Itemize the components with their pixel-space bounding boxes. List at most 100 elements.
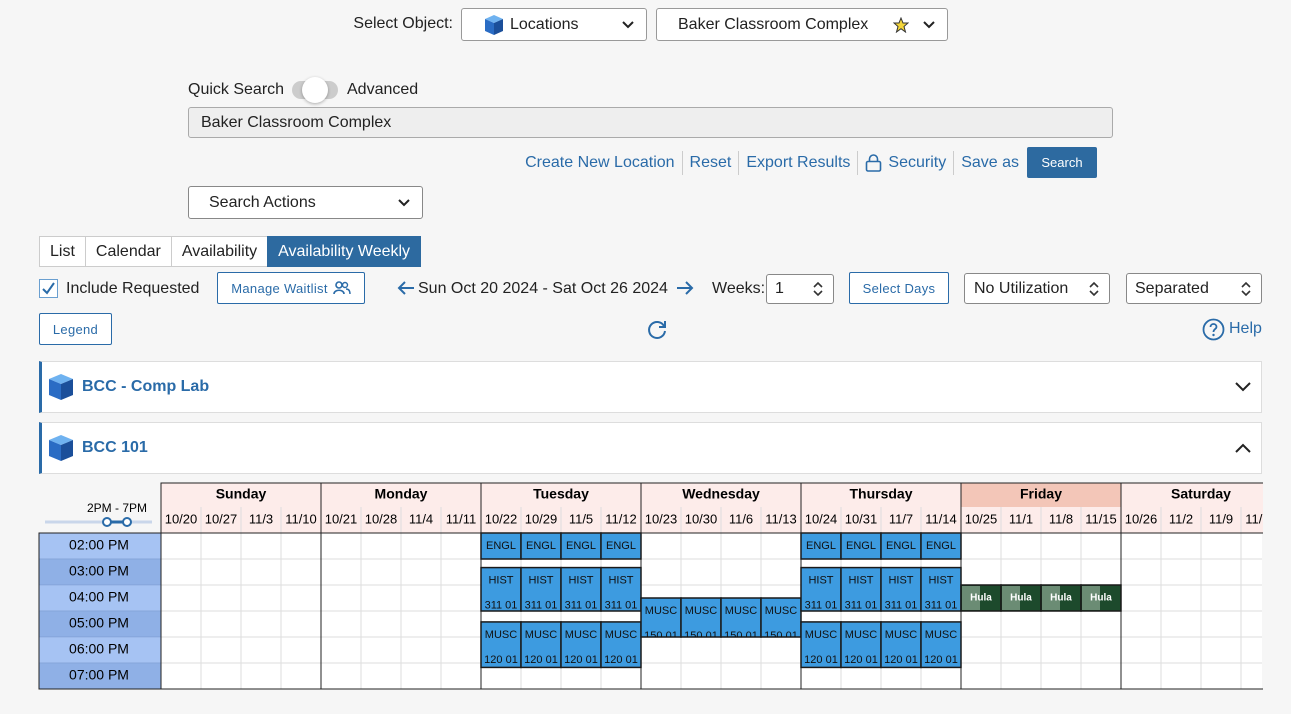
weeks-select[interactable]: 1 [766, 274, 834, 304]
event-label: MUSC [765, 605, 797, 617]
cube-icon [48, 434, 74, 462]
manage-waitlist-button[interactable]: Manage Waitlist [217, 272, 365, 304]
date-label: 11/3 [249, 511, 273, 526]
include-requested-checkbox[interactable] [39, 279, 58, 298]
action-link[interactable]: Export Results [746, 153, 851, 171]
select-days-button[interactable]: Select Days [849, 272, 949, 304]
manage-waitlist: Manage Waitlist [231, 280, 328, 296]
search-button[interactable]: Search [1027, 147, 1097, 178]
date-label: 11/2 [1169, 511, 1193, 526]
location-panel[interactable]: BCC - Comp Lab [39, 361, 1262, 413]
event-label: MUSC [645, 605, 677, 617]
action-link[interactable]: Save as [961, 153, 1019, 171]
tab[interactable]: Availability [170, 236, 269, 267]
day-name: Sunday [216, 486, 267, 502]
event-label: HIST [848, 574, 873, 586]
day-name: Saturday [1171, 486, 1231, 502]
check-mark [42, 282, 55, 295]
event-label: HIST [488, 574, 513, 586]
day-header [161, 483, 321, 507]
event-label: 311 01 [565, 599, 598, 611]
updown-icon [1089, 281, 1099, 296]
date-label: 10/26 [1125, 511, 1158, 526]
object-type-select[interactable]: Locations [461, 8, 647, 41]
display-mode: Separated [1135, 279, 1209, 297]
event-label: 311 01 [485, 599, 518, 611]
day-name: Friday [1020, 486, 1062, 502]
chevron [622, 20, 634, 28]
time-label: 02:00 PM [69, 537, 129, 553]
action-link[interactable]: Security [888, 153, 947, 171]
next-week[interactable] [676, 280, 694, 296]
time-label: 07:00 PM [69, 667, 129, 683]
tab[interactable]: Calendar [84, 236, 172, 267]
event-label: 120 01 [924, 654, 958, 666]
event-label: ENGL [566, 540, 596, 552]
event-accent [1042, 586, 1060, 610]
help-icon[interactable] [1202, 318, 1225, 341]
event-label: ENGL [806, 540, 836, 552]
legend-button[interactable]: Legend [39, 313, 112, 345]
refresh-icon[interactable] [645, 318, 669, 342]
date-label: 11/8 [1049, 511, 1073, 526]
date-label: 10/23 [645, 511, 678, 526]
cube-icon [485, 14, 503, 35]
date-label: 10/20 [165, 511, 198, 526]
quick-search-label: Quick Search [188, 81, 285, 98]
weeks-value: 1 [775, 280, 784, 297]
separator [857, 150, 859, 175]
event-label: MUSC [885, 629, 917, 641]
day-header [801, 483, 961, 507]
day-header [1121, 483, 1263, 507]
time-label: 06:00 PM [69, 641, 129, 657]
event-label: 150 01 [724, 630, 758, 642]
date-label: 10/31 [845, 511, 878, 526]
date-label: 11/9 [1209, 511, 1233, 526]
date-header [1121, 507, 1263, 533]
date-label: 10/30 [685, 511, 718, 526]
event-label: ENGL [926, 540, 956, 552]
event-accent [1002, 586, 1020, 610]
event-label: Hula [970, 593, 992, 604]
object-value-select[interactable]: Baker Classroom Complex [656, 8, 948, 41]
event-label: MUSC [565, 629, 597, 641]
event [520, 621, 562, 669]
header-border [160, 482, 1263, 690]
date-label: 11/11 [446, 511, 477, 526]
event-label: MUSC [525, 629, 557, 641]
event-label: 150 01 [684, 630, 718, 642]
event [720, 597, 762, 638]
location-panel[interactable]: BCC 101 [39, 422, 1262, 474]
previous-week[interactable] [397, 280, 415, 296]
date-label: 11/7 [889, 511, 913, 526]
event-accent [1082, 586, 1100, 610]
lock-icon [865, 153, 882, 172]
event-label: 120 01 [884, 654, 918, 666]
event-label: HIST [568, 574, 593, 586]
action-link[interactable]: Create New Location [525, 153, 675, 171]
help-link[interactable]: Help [1229, 320, 1262, 337]
tab[interactable]: List [39, 236, 86, 267]
date-range: Sun Oct 20 2024 - Sat Oct 26 2024 [418, 280, 668, 297]
date-label: 10/21 [325, 511, 358, 526]
event-label: 311 01 [605, 599, 638, 611]
event [880, 566, 922, 612]
utilization-select[interactable]: No Utilization [964, 273, 1110, 304]
event-label: ENGL [846, 540, 876, 552]
display-select[interactable]: Separated [1126, 273, 1262, 304]
search-input[interactable]: Baker Classroom Complex [188, 107, 1113, 138]
event-label: 311 01 [525, 599, 558, 611]
chevron [398, 198, 410, 206]
tab[interactable]: Availability Weekly [267, 236, 422, 267]
search-actions-select[interactable]: Search Actions [188, 186, 423, 219]
utilization: No Utilization [974, 279, 1069, 297]
day-header [961, 483, 1121, 507]
chevron [923, 20, 935, 28]
date-label: 10/29 [525, 511, 558, 526]
action-link[interactable]: Reset [689, 153, 732, 171]
date-label: 11/15 [1085, 511, 1117, 526]
location-name: BCC - Comp Lab [82, 378, 210, 395]
day-header [641, 483, 801, 507]
date-label: 11/6 [729, 511, 753, 526]
